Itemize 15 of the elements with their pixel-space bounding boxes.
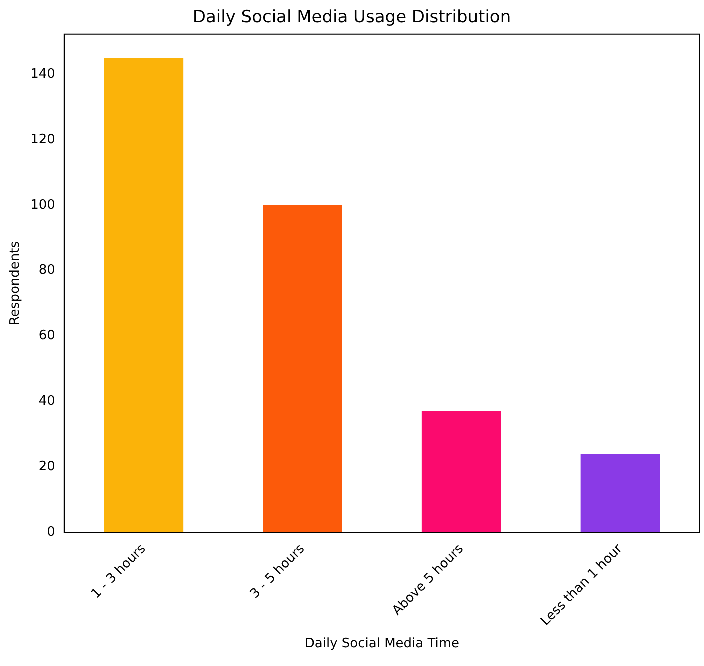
y-tick-label: 0 bbox=[47, 524, 56, 540]
bar bbox=[580, 454, 660, 533]
y-tick-label: 60 bbox=[38, 328, 56, 344]
y-tick-label: 120 bbox=[30, 132, 56, 148]
bar bbox=[263, 205, 342, 533]
bar bbox=[422, 412, 502, 533]
y-tick-label: 20 bbox=[38, 460, 56, 475]
y-tick-label: 100 bbox=[30, 198, 56, 213]
y-tick-label: 40 bbox=[38, 394, 56, 410]
chart-title: Daily Social Media Usage Distribution bbox=[192, 8, 512, 28]
y-tick-label: 140 bbox=[30, 66, 56, 82]
x-axis-title: Daily Social Media Time bbox=[304, 636, 460, 652]
bar bbox=[104, 58, 184, 533]
y-tick-label: 80 bbox=[38, 263, 56, 278]
y-axis-title: Respondents bbox=[8, 241, 24, 326]
